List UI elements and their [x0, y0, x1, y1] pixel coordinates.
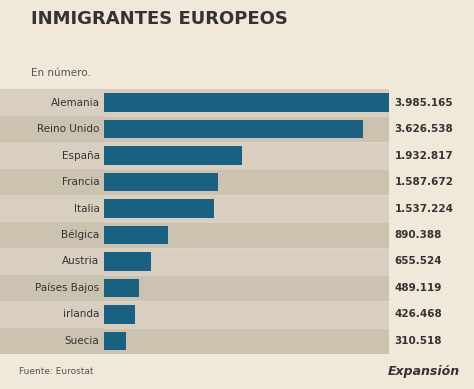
Bar [104, 222, 389, 248]
Text: 310.518: 310.518 [394, 336, 442, 346]
Bar [0, 89, 104, 116]
Text: Bélgica: Bélgica [61, 230, 100, 240]
Bar [104, 275, 389, 301]
Bar [0, 195, 104, 222]
Bar [104, 252, 151, 271]
Text: 3.985.165: 3.985.165 [394, 98, 453, 108]
Text: España: España [62, 151, 100, 161]
Bar [104, 328, 389, 354]
Bar [104, 331, 127, 350]
Bar [104, 173, 218, 191]
Bar [0, 116, 104, 142]
Bar [0, 142, 104, 169]
Bar [0, 328, 104, 354]
Text: Reino Unido: Reino Unido [37, 124, 100, 134]
Text: INMIGRANTES EUROPEOS: INMIGRANTES EUROPEOS [31, 10, 288, 28]
Bar [104, 146, 242, 165]
Bar [104, 199, 214, 218]
Bar [104, 169, 389, 195]
Bar [104, 195, 389, 222]
Bar [104, 93, 389, 112]
Bar [104, 248, 389, 275]
Text: 489.119: 489.119 [394, 283, 442, 293]
Text: Austria: Austria [63, 256, 100, 266]
Bar [0, 169, 104, 195]
Bar [104, 120, 363, 138]
Text: Italia: Italia [73, 203, 100, 214]
Text: 655.524: 655.524 [394, 256, 442, 266]
Bar [104, 301, 389, 328]
Text: Suecia: Suecia [65, 336, 100, 346]
Text: Alemania: Alemania [51, 98, 100, 108]
Bar [104, 226, 168, 244]
Text: En número.: En número. [31, 68, 91, 78]
Text: Francia: Francia [62, 177, 100, 187]
Bar [104, 116, 389, 142]
Text: 3.626.538: 3.626.538 [394, 124, 453, 134]
Bar [0, 222, 104, 248]
Bar [104, 89, 389, 116]
Bar [0, 248, 104, 275]
Text: Expansión: Expansión [388, 365, 460, 378]
Text: 1.587.672: 1.587.672 [394, 177, 453, 187]
Text: 426.468: 426.468 [394, 309, 442, 319]
Text: 1.932.817: 1.932.817 [394, 151, 453, 161]
Bar [0, 275, 104, 301]
Bar [104, 305, 135, 324]
Text: 890.388: 890.388 [394, 230, 442, 240]
Bar [0, 301, 104, 328]
Bar [104, 279, 139, 297]
Text: 1.537.224: 1.537.224 [394, 203, 453, 214]
Text: Fuente: Eurostat: Fuente: Eurostat [19, 367, 93, 376]
Bar [104, 142, 389, 169]
Text: Países Bajos: Países Bajos [36, 283, 100, 293]
Text: irlanda: irlanda [63, 309, 100, 319]
